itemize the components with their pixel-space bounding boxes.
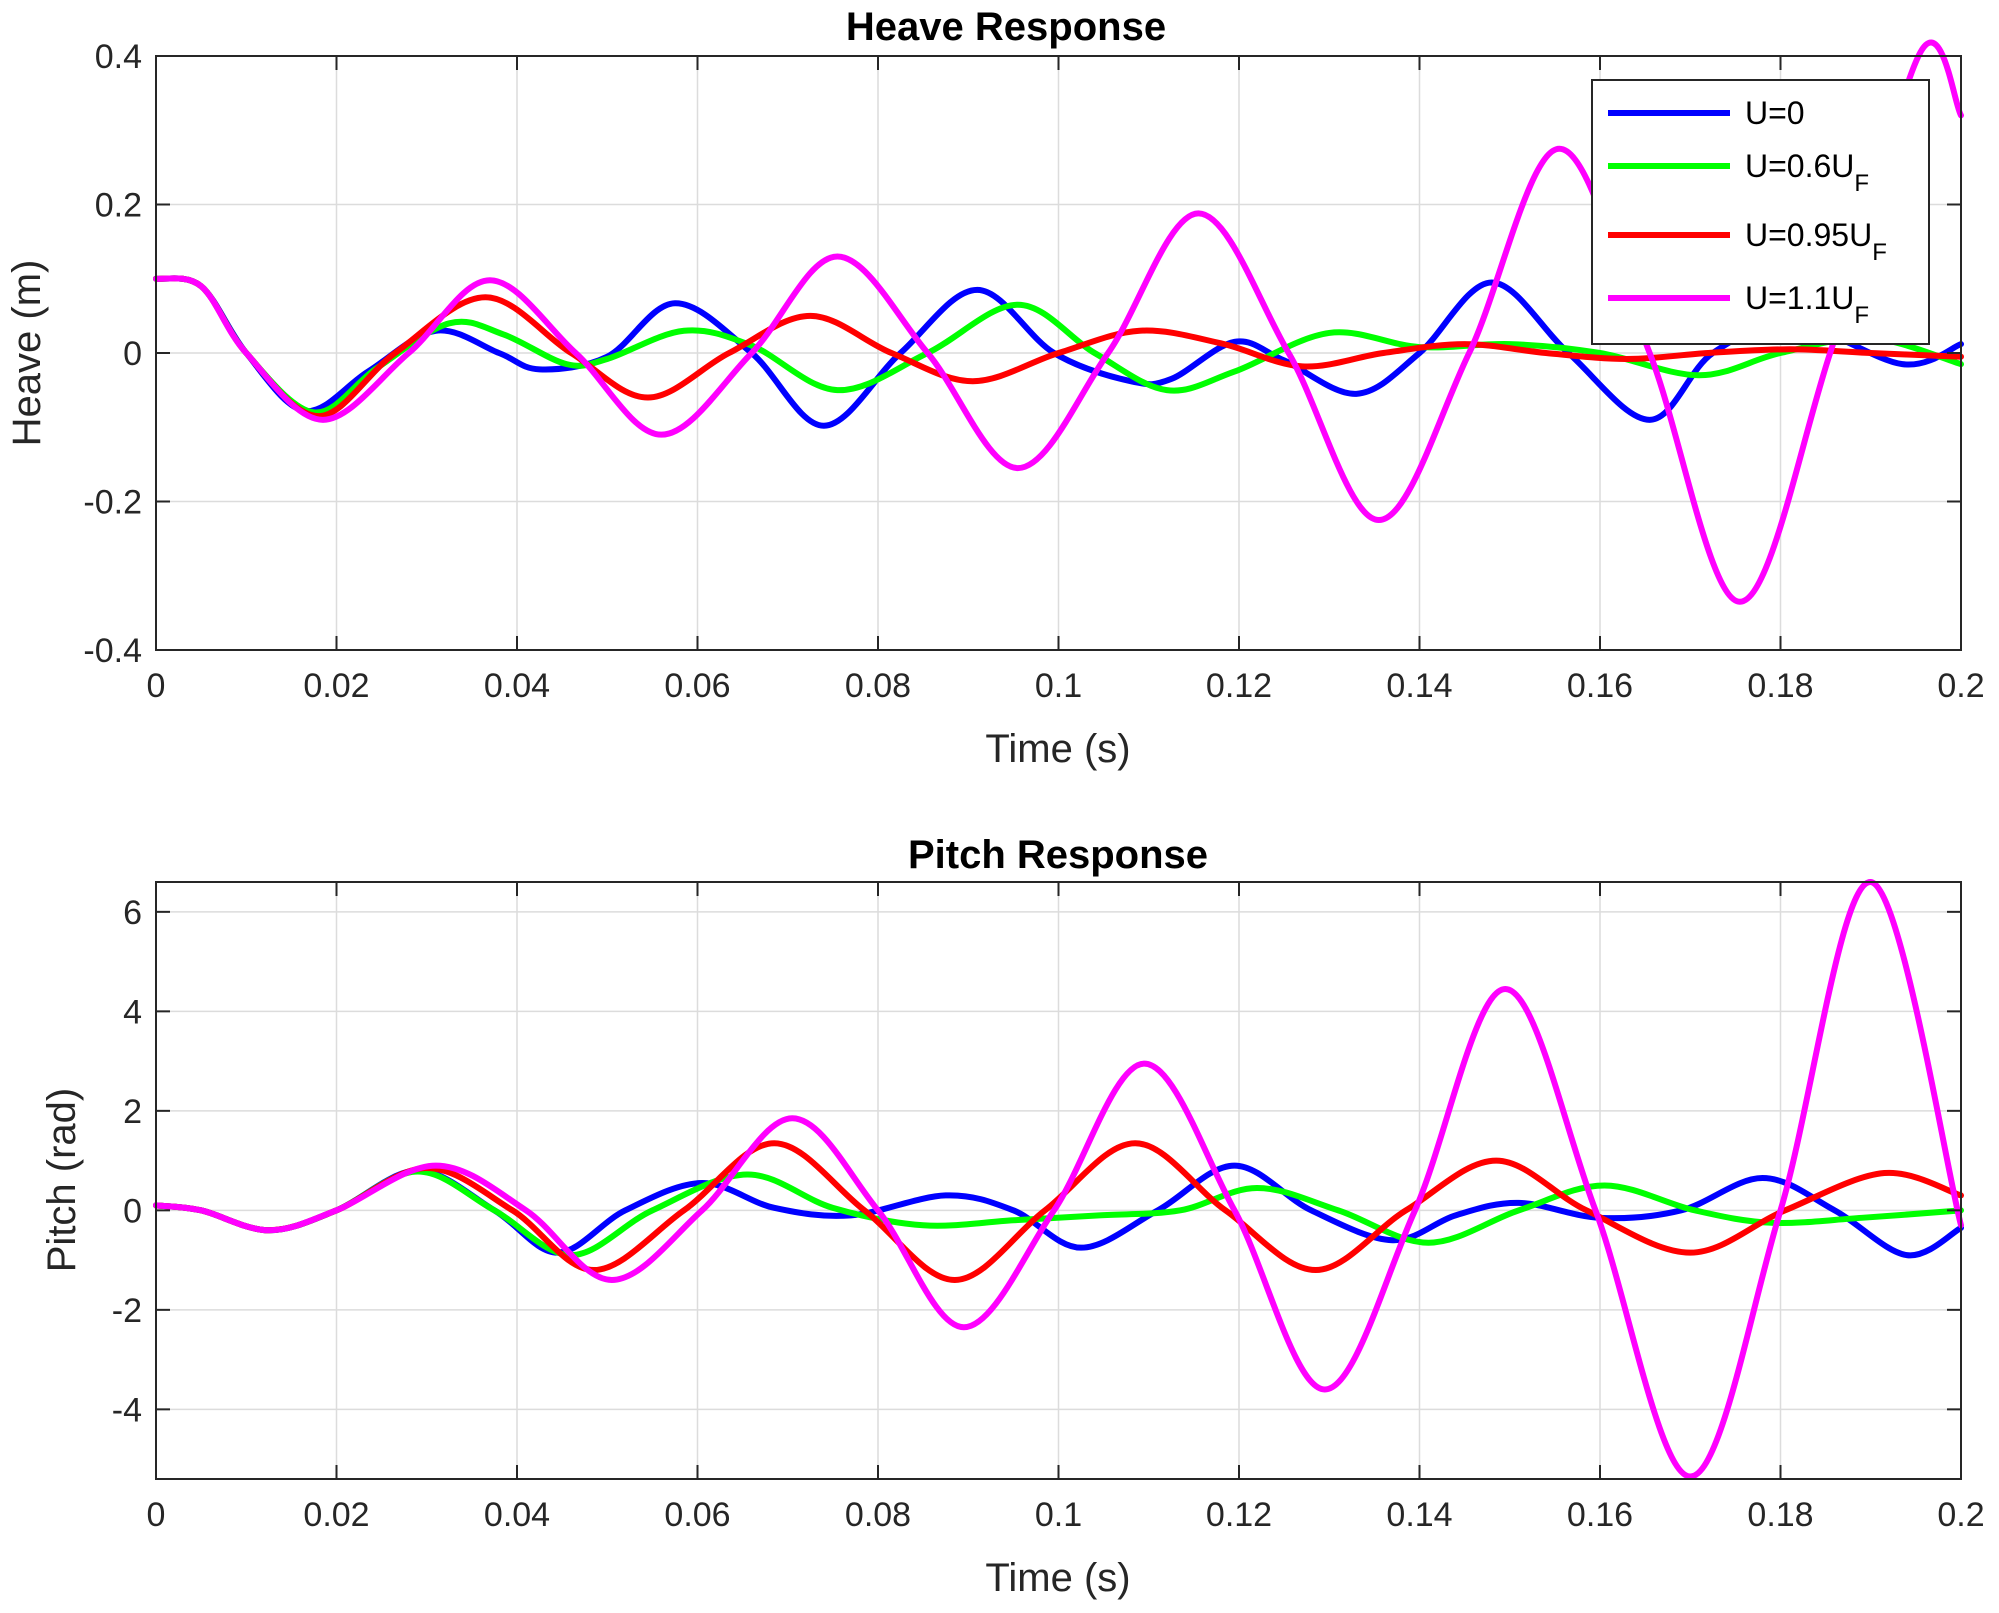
pitch-xtick-label: 0.14 (1386, 1496, 1452, 1534)
heave-ytick-label: 0.2 (95, 187, 142, 225)
heave-xtick-label: 0.2 (1937, 667, 1984, 705)
heave-xtick-label: 0.06 (664, 667, 730, 705)
heave-x-axis-label: Time (s) (985, 727, 1130, 771)
heave-ytick-label: 0 (123, 335, 142, 373)
pitch-x-axis-label: Time (s) (985, 1556, 1130, 1600)
heave-xtick-label: 0.12 (1206, 667, 1272, 705)
heave-series-u-0-95u-f (153, 275, 1964, 420)
legend-entry-u11: U=1.1UF (1608, 280, 1869, 329)
pitch-xtick-label: 0.04 (484, 1496, 550, 1534)
pitch-xtick-label: 0 (147, 1496, 166, 1534)
legend-entry-u0: U=0 (1608, 95, 1805, 131)
heave-xtick-label: 0.02 (303, 667, 369, 705)
legend-label-u06: U=0.6UF (1745, 148, 1869, 197)
pitch-xtick-label: 0.16 (1567, 1496, 1633, 1534)
heave-xtick-label: 0.1 (1035, 667, 1082, 705)
pitch-ytick-label: 6 (123, 894, 142, 932)
heave-title: Heave Response (846, 5, 1166, 49)
heave-ticks: 0 0.02 0.04 0.06 0.08 0.1 0.12 0.14 0.16 0.18 0.2 -… (83, 38, 1984, 705)
heave-series-u-1-1u-f (153, 39, 1964, 605)
heave-xtick-label: 0.16 (1567, 667, 1633, 705)
pitch-y-axis-label: Pitch (rad) (40, 1088, 84, 1273)
legend-entry-u06: U=0.6UF (1608, 148, 1869, 197)
heave-xtick-label: 0.04 (484, 667, 550, 705)
heave-xtick-label: 0.08 (845, 667, 911, 705)
pitch-xtick-label: 0.18 (1747, 1496, 1813, 1534)
heave-series-lines (153, 39, 1964, 605)
heave-xtick-label: 0.18 (1747, 667, 1813, 705)
pitch-xtick-label: 0.12 (1206, 1496, 1272, 1534)
pitch-ytick-label: 0 (123, 1192, 142, 1230)
heave-xtick-label: 0.14 (1386, 667, 1452, 705)
pitch-ticks: 0 0.02 0.04 0.06 0.08 0.1 0.12 0.14 0.16 0.18 0.2 -… (112, 882, 1985, 1534)
pitch-title: Pitch Response (908, 833, 1208, 877)
pitch-xtick-label: 0.06 (664, 1496, 730, 1534)
legend-label-u11: U=1.1UF (1745, 280, 1869, 329)
pitch-panel: Pitch Response 0 0.02 0.04 0.06 0.08 0.1 0.12 0… (40, 833, 1985, 1600)
legend-label-u095: U=0.95UF (1745, 217, 1887, 266)
pitch-xtick-label: 0.1 (1035, 1496, 1082, 1534)
heave-panel: Heave Response 0 0.02 0.04 0.06 0.08 0.1 0.12 0… (5, 5, 1985, 771)
heave-ytick-label: -0.4 (83, 632, 142, 670)
pitch-xtick-label: 0.08 (845, 1496, 911, 1534)
heave-legend: U=0 U=0.6UF U=0.95UF U=1.1UF (1591, 79, 1930, 345)
heave-ytick-label: -0.2 (83, 484, 142, 522)
heave-y-axis-label: Heave (m) (5, 260, 49, 447)
pitch-ytick-label: -4 (112, 1391, 142, 1429)
legend-entry-u095: U=0.95UF (1608, 217, 1887, 266)
pitch-series-lines (153, 879, 1964, 1480)
pitch-ytick-label: 2 (123, 1093, 142, 1131)
pitch-xtick-label: 0.2 (1937, 1496, 1984, 1534)
pitch-ytick-label: -2 (112, 1292, 142, 1330)
pitch-ytick-label: 4 (123, 993, 142, 1031)
pitch-xtick-label: 0.02 (303, 1496, 369, 1534)
heave-ytick-label: 0.4 (95, 38, 142, 76)
legend-label-u0: U=0 (1745, 95, 1805, 131)
heave-xtick-label: 0 (147, 667, 166, 705)
pitch-series-u-1-1u-f (153, 879, 1964, 1480)
